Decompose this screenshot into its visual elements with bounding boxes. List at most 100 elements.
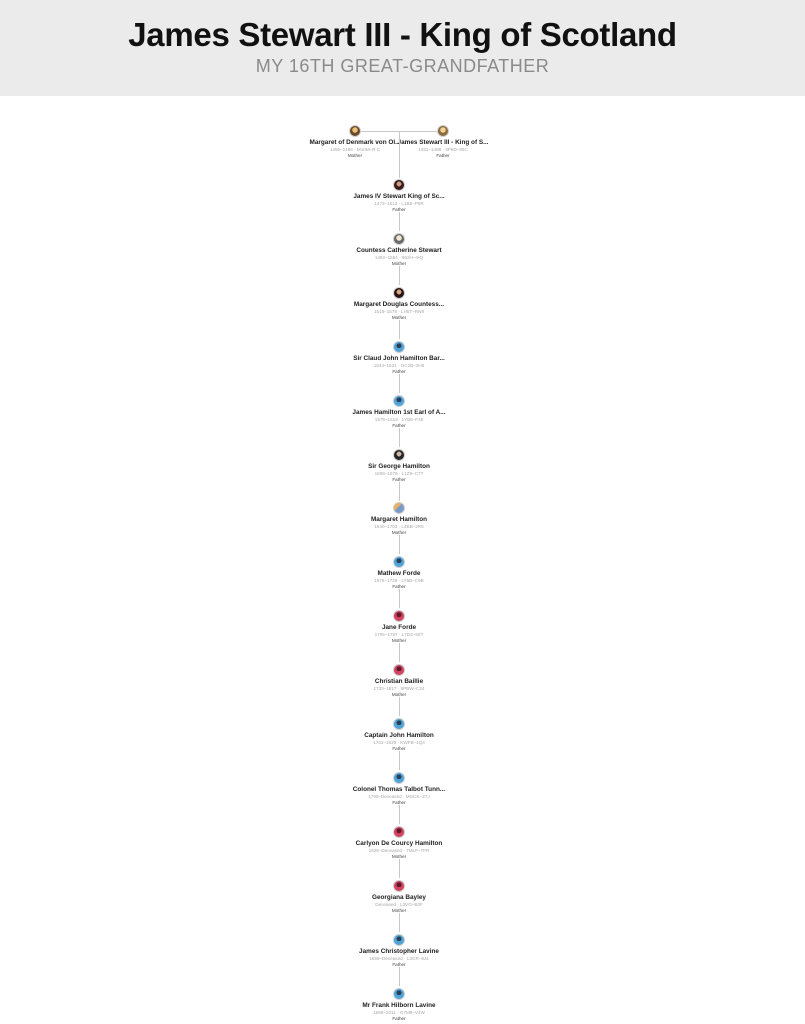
- person-card[interactable]: Countess Catherine Stewart 1492–1554 · 96…: [339, 233, 459, 267]
- tree-connector: [399, 751, 400, 770]
- person-name: Mr Frank Hilborn Lavine: [362, 1002, 436, 1009]
- person-relation: Mother: [391, 315, 407, 320]
- person-dates: 1898–2011 · G7M9–V4W: [373, 1010, 425, 1015]
- person-name: James IV Stewart King of Sc...: [353, 193, 445, 200]
- avatar-icon: [393, 772, 405, 784]
- tree-connector: [399, 428, 400, 447]
- avatar-icon: [393, 395, 405, 407]
- tree-connector: [399, 643, 400, 662]
- avatar-icon: [437, 125, 449, 137]
- person-name: James Stewart III - King of S...: [397, 139, 489, 146]
- person-relation: Father: [392, 584, 406, 589]
- person-name: Captain John Hamilton: [364, 732, 434, 739]
- person-dates: 1451–1488 · 4P6D–85C: [418, 147, 468, 152]
- person-dates: 1826–Deceased · 7MLF–TFR: [368, 848, 430, 853]
- person-name: Carlyon De Courcy Hamilton: [355, 840, 443, 847]
- person-card[interactable]: Captain John Hamilton 1761–1829 · KWFB–1Q…: [339, 718, 459, 752]
- person-card[interactable]: Jane Forde 1705–1787 · L7D3–9ZT Mother: [339, 610, 459, 644]
- page-header: James Stewart III - King of Scotland MY …: [0, 0, 805, 96]
- person-dates: 1515–1578 · LH5T–RN9: [373, 309, 425, 314]
- person-dates: 1761–1829 · KWFB–1Q4: [373, 740, 425, 745]
- avatar-icon: [393, 988, 405, 1000]
- person-card[interactable]: Margaret Hamilton 1640–1703 · L4BB–2R5 Mot…: [339, 502, 459, 536]
- person-card[interactable]: Sir Claud John Hamilton Bar... 1543–1621 …: [339, 341, 459, 375]
- person-card[interactable]: James Hamilton 1st Earl of A... 1575–1618…: [339, 395, 459, 429]
- avatar-icon: [393, 233, 405, 245]
- person-relation: Mother: [391, 908, 407, 913]
- person-dates: 1675–1729 · LY5B–C9B: [374, 578, 424, 583]
- tree-connector: [399, 535, 400, 554]
- person-dates: 1473–1513 · L1B6–P6R: [374, 201, 424, 206]
- person-relation: Father: [392, 1016, 406, 1021]
- tree-connector: [399, 482, 400, 501]
- tree-connector: [399, 589, 400, 608]
- person-card[interactable]: James Stewart III - King of S... 1451–148…: [383, 125, 503, 159]
- avatar-icon: [393, 610, 405, 622]
- avatar-icon: [393, 556, 405, 568]
- person-dates: 1790–Deceased · MGCK–Z7J: [368, 794, 430, 799]
- person-name: Margaret Douglas Countess...: [353, 301, 445, 308]
- person-name: Jane Forde: [381, 624, 417, 631]
- avatar-icon: [393, 179, 405, 191]
- person-name: Mathew Forde: [377, 570, 421, 577]
- person-dates: 1543–1621 · OC2B–2H5: [373, 363, 425, 368]
- person-card[interactable]: Mr Frank Hilborn Lavine 1898–2011 · G7M9–…: [339, 988, 459, 1022]
- person-name: Countess Catherine Stewart: [356, 247, 442, 254]
- person-relation: Father: [392, 962, 406, 967]
- avatar-icon: [393, 934, 405, 946]
- person-dates: 1733–1817 · 9PBW–C24: [373, 686, 425, 691]
- person-dates: 1608–1679 · L1Z9–C7T: [374, 471, 424, 476]
- person-relation: Mother: [391, 854, 407, 859]
- tree-connector: [399, 212, 400, 231]
- person-relation: Father: [392, 423, 406, 428]
- page-subtitle: MY 16TH GREAT-GRANDFATHER: [255, 56, 550, 76]
- person-card[interactable]: Carlyon De Courcy Hamilton 1826–Deceased …: [339, 826, 459, 860]
- person-card[interactable]: James Christopher Lavine 1859–Deceased · …: [339, 934, 459, 968]
- person-relation: Father: [392, 207, 406, 212]
- person-card[interactable]: Mathew Forde 1675–1729 · LY5B–C9B Father: [339, 556, 459, 590]
- person-relation: Father: [392, 477, 406, 482]
- tree-connector: [399, 266, 400, 285]
- tree-connector: [399, 131, 400, 178]
- person-name: Georgiana Bayley: [372, 894, 426, 901]
- tree-connector: [399, 805, 400, 824]
- person-card[interactable]: Georgiana Bayley Deceased · L3VG–B3F Mothe…: [339, 880, 459, 914]
- person-relation: Father: [392, 800, 406, 805]
- avatar-icon: [393, 502, 405, 514]
- person-card[interactable]: Sir George Hamilton 1608–1679 · L1Z9–C7T F…: [339, 449, 459, 483]
- person-card[interactable]: Colonel Thomas Talbot Tunn... 1790–Deceas…: [339, 772, 459, 806]
- person-name: James Christopher Lavine: [359, 948, 439, 955]
- person-relation: Father: [392, 369, 406, 374]
- page-title: James Stewart III - King of Scotland: [128, 16, 677, 53]
- person-relation: Mother: [347, 153, 363, 158]
- person-relation: Mother: [391, 261, 407, 266]
- person-card[interactable]: Margaret Douglas Countess... 1515–1578 · …: [339, 287, 459, 321]
- person-name: James Hamilton 1st Earl of A...: [352, 409, 446, 416]
- avatar-icon: [393, 287, 405, 299]
- person-card[interactable]: Margaret of Denmark von Ol... 1456–1486 ·…: [295, 125, 415, 159]
- avatar-icon: [349, 125, 361, 137]
- person-relation: Father: [392, 746, 406, 751]
- person-name: Colonel Thomas Talbot Tunn...: [352, 786, 446, 793]
- person-dates: 1705–1787 · L7D3–9ZT: [374, 632, 424, 637]
- avatar-icon: [393, 664, 405, 676]
- person-card[interactable]: James IV Stewart King of Sc... 1473–1513 …: [339, 179, 459, 213]
- tree-connector: [399, 374, 400, 393]
- tree-connector: [399, 967, 400, 986]
- person-relation: Father: [436, 153, 450, 158]
- person-dates: 1575–1618 · LYB6–F48: [374, 417, 424, 422]
- person-name: Sir George Hamilton: [368, 463, 430, 470]
- avatar-icon: [393, 341, 405, 353]
- tree-connector: [399, 697, 400, 716]
- person-name: Margaret Hamilton: [370, 516, 428, 523]
- person-card[interactable]: Christian Baillie 1733–1817 · 9PBW–C24 Mot…: [339, 664, 459, 698]
- person-relation: Mother: [391, 638, 407, 643]
- tree-connector: [399, 913, 400, 932]
- person-name: Christian Baillie: [374, 678, 424, 685]
- person-name: Sir Claud John Hamilton Bar...: [353, 355, 445, 362]
- person-dates: Deceased · L3VG–B3F: [375, 902, 423, 907]
- person-dates: 1640–1703 · L4BB–2R5: [374, 524, 424, 529]
- person-dates: 1859–Deceased · L3GR–8J4: [369, 956, 429, 961]
- avatar-icon: [393, 449, 405, 461]
